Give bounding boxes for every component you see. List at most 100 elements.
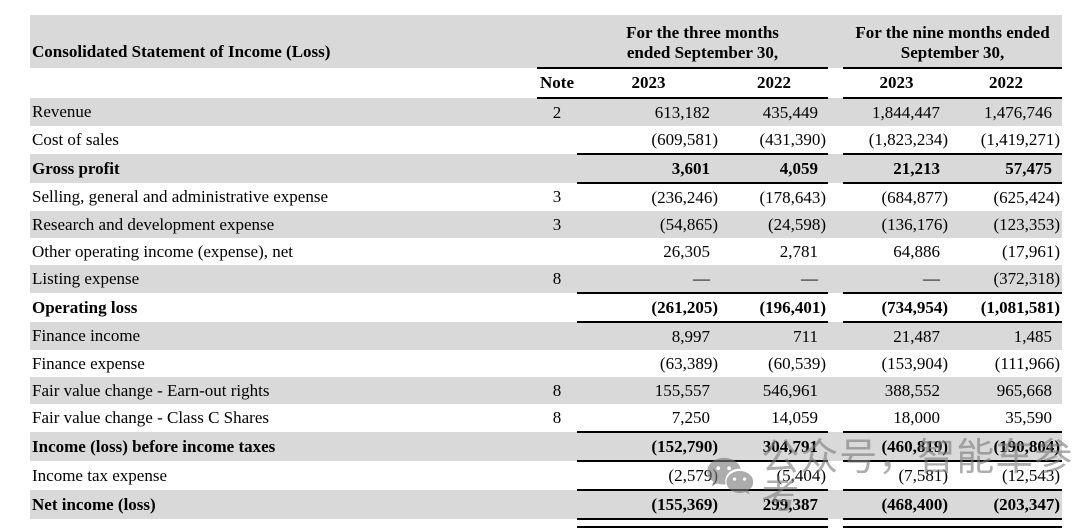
value-cell: 304,791 [720, 432, 829, 462]
group-gap [828, 322, 844, 350]
value-cell: 711 [720, 322, 829, 350]
value-cell: 8,997 [577, 322, 720, 350]
value-cell: (123,353) [950, 211, 1063, 238]
table-row: Cost of sales (609,581) (431,390) (1,823,23… [30, 126, 1063, 155]
note-cell [537, 154, 577, 183]
value-cell: (17,961) [1001, 241, 1061, 261]
group-gap [828, 293, 843, 322]
value-cell: (1,823,234) [843, 126, 951, 155]
value-cell: 1,476,746 [950, 98, 1063, 126]
note-cell [537, 126, 577, 154]
value-cell: (60,539) [767, 353, 827, 373]
value-cell: 3,601 [577, 154, 720, 184]
value-cell: 21,213 [843, 154, 951, 184]
value-cell: (54,865) [577, 211, 720, 238]
value-cell: (196,401) [720, 293, 829, 323]
tm-2023-header: 2023 [577, 68, 720, 99]
table-row: Net income (loss) (155,369) 299,387 (468,40… [30, 490, 1063, 520]
note-cell: 3 [552, 187, 562, 206]
value-cell: (178,643) [759, 187, 827, 207]
value-cell: (12,543) [950, 461, 1063, 491]
group-gap [828, 404, 843, 432]
table-row: Listing expense 8— — — (372,318) [30, 265, 1063, 294]
double-rule-spacer [30, 519, 537, 527]
double-rule-segment [577, 519, 720, 528]
value-cell: (460,819) [843, 432, 951, 462]
value-cell: (24,598) [720, 211, 829, 238]
value-cell: 64,886 [893, 241, 941, 261]
row-label: Fair value change - Earn-out rights [30, 377, 537, 404]
table-row: Research and development expense 3 (54,865… [30, 211, 1063, 238]
group-gap [828, 68, 843, 98]
group-gap [828, 265, 844, 293]
group-gap [828, 432, 844, 461]
row-label: Listing expense [30, 265, 537, 293]
group-gap [828, 183, 843, 211]
group-gap [828, 377, 844, 404]
value-cell: 965,668 [950, 377, 1063, 404]
three-months-line1: For the three months [626, 22, 779, 42]
row-label: Gross profit [30, 154, 537, 183]
value-cell: 26,305 [663, 241, 710, 261]
note-column-spacer [537, 15, 577, 69]
value-cell: 613,182 [577, 98, 720, 126]
group-gap [828, 154, 844, 183]
note-cell [537, 432, 577, 461]
income-statement-table: Consolidated Statement of Income (Loss) … [30, 15, 1063, 528]
value-cell: 546,961 [720, 377, 829, 404]
value-cell: (609,581) [577, 126, 720, 155]
nine-months-group-header: For the nine months ended September 30, [843, 15, 1063, 69]
note-cell [537, 238, 577, 265]
value-cell: 388,552 [843, 377, 951, 404]
value-cell: (203,347) [950, 490, 1063, 520]
value-cell: (7,581) [843, 461, 951, 491]
tm-2022-header: 2022 [720, 68, 829, 99]
nine-months-line2: September 30, [900, 43, 1005, 63]
table-row: Other operating income (expense), net 26,… [30, 238, 1062, 265]
value-cell: (734,954) [843, 293, 951, 323]
value-cell: 1,844,447 [843, 98, 951, 126]
value-cell: 435,449 [720, 98, 829, 126]
row-label: Income (loss) before income taxes [30, 432, 537, 461]
note-cell [537, 322, 577, 350]
value-cell: 35,590 [950, 404, 1063, 433]
value-cell: (431,390) [720, 126, 829, 155]
note-column-header: Note [537, 68, 577, 99]
group-gap [828, 211, 844, 238]
row-label: Other operating income (expense), net [32, 241, 294, 261]
table-row: Fair value change - Earn-out rights 8 155,… [30, 377, 1063, 404]
three-months-group-header: For the three months ended September 30, [577, 15, 829, 69]
group-gap [828, 98, 844, 126]
note-cell: 8 [552, 408, 562, 427]
value-cell: (625,424) [993, 187, 1061, 207]
row-label: Income tax expense [32, 465, 167, 485]
value-cell: (1,081,581) [950, 293, 1063, 323]
value-cell: 299,387 [720, 490, 829, 520]
value-cell: (236,246) [651, 187, 718, 207]
group-gap [828, 126, 843, 154]
group-gap [828, 238, 843, 265]
double-rule-segment [843, 519, 951, 528]
value-cell: (261,205) [577, 293, 720, 323]
double-rule-segment [720, 519, 829, 528]
value-cell: 14,059 [720, 404, 829, 433]
row-label: Finance income [30, 322, 537, 350]
group-gap [828, 461, 843, 490]
double-rule-segment [950, 519, 1063, 528]
note-cell [537, 461, 577, 490]
note-cell [537, 490, 577, 519]
value-cell: 18,000 [843, 404, 951, 433]
note-cell: 8 [537, 265, 577, 293]
value-cell: (2,579) [577, 461, 720, 491]
value-cell: 155,557 [577, 377, 720, 404]
value-cell: 7,250 [577, 404, 720, 433]
value-cell: (63,389) [659, 353, 718, 373]
value-cell: — [577, 265, 720, 294]
group-gap [828, 15, 844, 68]
total-double-rule [30, 519, 1063, 528]
value-cell: (190,804) [950, 432, 1063, 462]
value-cell: (372,318) [950, 265, 1063, 294]
row-label: Net income (loss) [30, 490, 537, 519]
table-row: Income (loss) before income taxes (152,79… [30, 432, 1063, 462]
group-gap [828, 490, 844, 519]
